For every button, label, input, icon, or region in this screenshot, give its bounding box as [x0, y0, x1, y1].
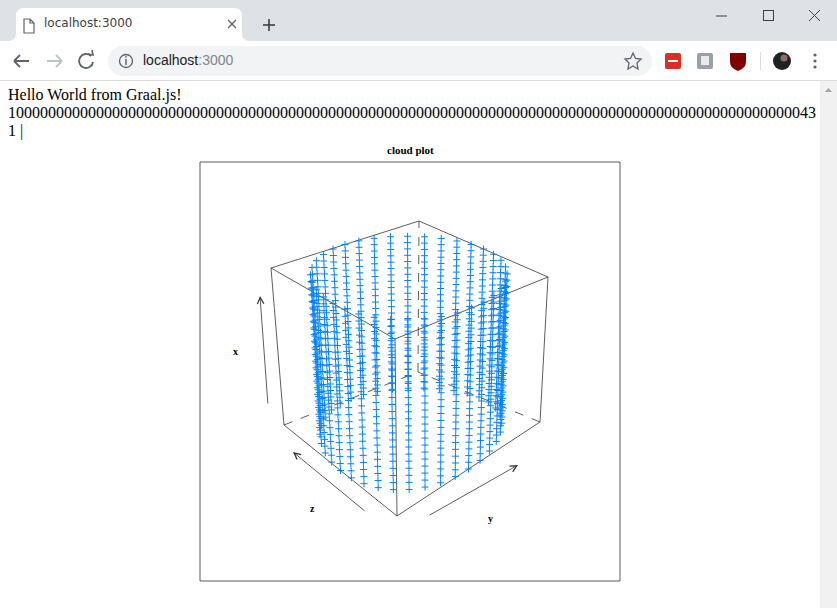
html-text:localhost:3000: localhost:3000 — [143, 52, 234, 68]
svg-text:cloud plot: cloud plot — [387, 144, 434, 156]
html-text:1 |: 1 | — [8, 122, 24, 139]
svg-text:y: y — [488, 513, 493, 524]
html-text:Hello World from Graal.js!: Hello World from Graal.js! — [8, 86, 182, 103]
svg-text:x: x — [233, 346, 238, 357]
svg-text:z: z — [310, 503, 315, 514]
html-text:100000000000000000000000000000: 1000000000000000000000000000000000000000… — [8, 104, 816, 121]
html-text:localhost:3000: localhost:3000 — [44, 16, 133, 30]
